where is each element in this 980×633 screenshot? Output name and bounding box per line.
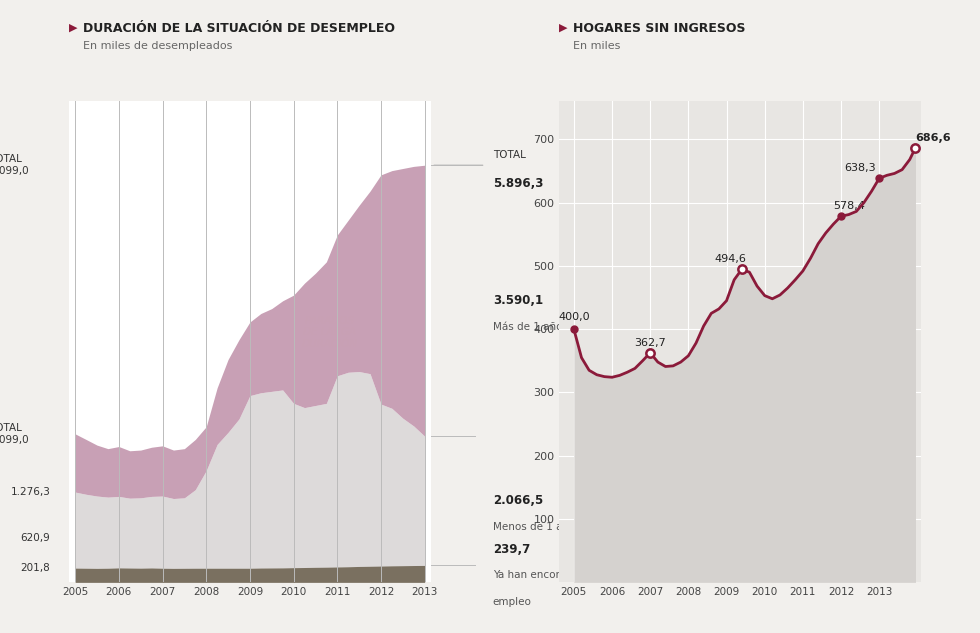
- Text: 201,8: 201,8: [21, 563, 51, 573]
- Text: 494,6: 494,6: [714, 254, 747, 264]
- Text: 239,7: 239,7: [493, 542, 530, 556]
- Text: En miles: En miles: [573, 41, 620, 51]
- Text: TOTAL: TOTAL: [493, 151, 525, 160]
- Text: 686,6: 686,6: [915, 133, 952, 142]
- Text: Menos de 1 año: Menos de 1 año: [493, 522, 575, 532]
- Text: 400,0: 400,0: [558, 311, 590, 322]
- Text: DURACIÓN DE LA SITUACIÓN DE DESEMPLEO: DURACIÓN DE LA SITUACIÓN DE DESEMPLEO: [83, 22, 395, 35]
- Text: Ya han encontrado: Ya han encontrado: [493, 570, 590, 580]
- Text: 2.066,5: 2.066,5: [493, 494, 543, 507]
- Text: PARADOS
DE LARGA
DURACIÓN: PARADOS DE LARGA DURACIÓN: [302, 316, 358, 349]
- Text: 1.276,3: 1.276,3: [11, 487, 51, 497]
- Text: 5.896,3: 5.896,3: [493, 177, 543, 191]
- Text: Más de 1 año: Más de 1 año: [493, 322, 563, 332]
- Text: ▶: ▶: [69, 22, 77, 32]
- Text: TOTAL
2.099,0: TOTAL 2.099,0: [0, 423, 28, 444]
- Text: 578,4: 578,4: [833, 201, 864, 211]
- Text: ▶: ▶: [559, 22, 567, 32]
- Text: HOGARES SIN INGRESOS: HOGARES SIN INGRESOS: [573, 22, 746, 35]
- Text: 362,7: 362,7: [634, 338, 666, 348]
- Text: TOTAL
2.099,0: TOTAL 2.099,0: [0, 154, 28, 176]
- Text: 3.590,1: 3.590,1: [493, 294, 543, 307]
- Text: 620,9: 620,9: [21, 534, 51, 544]
- Text: empleo: empleo: [493, 597, 532, 606]
- Text: En miles de desempleados: En miles de desempleados: [83, 41, 232, 51]
- Text: 638,3: 638,3: [845, 163, 876, 173]
